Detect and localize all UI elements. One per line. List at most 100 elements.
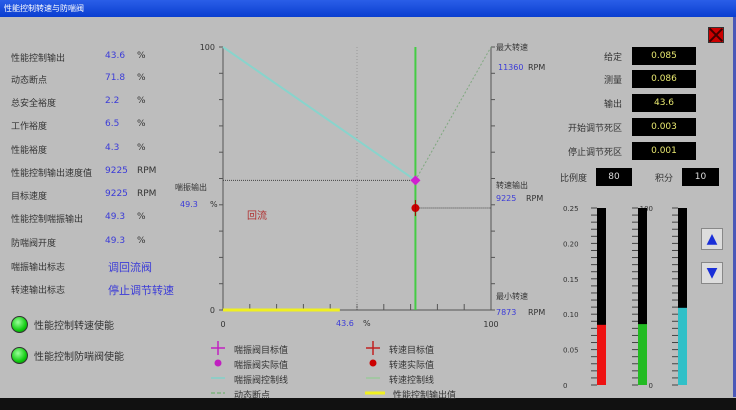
param-unit: % (137, 73, 146, 83)
legend-dot-icon (210, 356, 226, 373)
legend-plus-icon (210, 341, 226, 358)
min-speed-unit: RPM (528, 308, 545, 317)
gauge-scale-label: 0.05 (563, 347, 579, 355)
legend-line-icon (365, 371, 381, 388)
window-title: 性能控制转速与防喘阀 (0, 0, 736, 17)
surge-unit: % (210, 200, 218, 209)
legend-item: 喘振阀控制线 (210, 371, 288, 388)
i-value[interactable]: 10 (682, 168, 719, 186)
param-unit: % (137, 212, 146, 222)
param-value: 4.3 (105, 143, 120, 153)
gauges: 0.250.200.150.100.0501000 (563, 205, 687, 390)
bottom-bar (0, 398, 736, 410)
setting-label: 开始调节死区 (567, 124, 622, 134)
status-led-icon (11, 347, 28, 364)
status-led-icon (11, 316, 28, 333)
legend-label: 转速实际值 (389, 361, 435, 371)
legend-plus-icon (365, 341, 381, 358)
legend-label: 转速控制线 (389, 376, 435, 386)
param-value: 9225 (105, 189, 128, 199)
gauge-background (678, 208, 687, 385)
setting-label: 输出 (603, 100, 622, 110)
legend-item: 转速目标值 (365, 341, 434, 358)
down-arrow-button[interactable]: ▼ (701, 262, 723, 284)
gauge-fill (638, 324, 647, 385)
param-value: 71.8 (105, 73, 126, 83)
gauge-scale-label: 0.25 (563, 205, 579, 213)
legend-dash-icon (210, 386, 226, 403)
param-unit: % (137, 236, 146, 246)
i-label: 积分 (655, 174, 674, 184)
setting-value[interactable]: 0.001 (632, 142, 696, 160)
setting-value[interactable]: 0.086 (632, 70, 696, 88)
legend-label: 喘振阀控制线 (234, 376, 289, 386)
setting-label: 停止调节死区 (567, 148, 622, 158)
param-label: 总安全裕度 (11, 99, 57, 109)
control-chart: 100 00 100 喘振输出 49.3 % 回流 转速输出 9225 RPM 最大转速 11360 R… (175, 42, 545, 329)
legend-item: 喘振阀实际值 (210, 356, 288, 373)
setting-value[interactable]: 43.6 (632, 94, 696, 112)
legend-label: 喘振阀实际值 (234, 361, 289, 371)
gauge-scale-label: 0.15 (563, 276, 579, 284)
param-value: 49.3 (105, 236, 126, 246)
legend-line-icon (210, 371, 226, 388)
setting-value[interactable]: 0.003 (632, 118, 696, 136)
speed-label: 转速输出 (496, 180, 528, 190)
param-label: 动态断点 (11, 76, 48, 86)
param-unit: RPM (137, 166, 157, 176)
param-value: 2.2 (105, 96, 120, 106)
setting-value[interactable]: 0.085 (632, 47, 696, 65)
max-speed-label: 最大转速 (496, 42, 528, 52)
legend-item: 转速控制线 (365, 371, 434, 388)
param-value: 停止调节转速 (108, 284, 174, 297)
param-unit: % (137, 96, 146, 106)
x-right-label: 100 (483, 320, 498, 329)
mode-text: 回流 (247, 209, 267, 222)
gauge-background (597, 208, 606, 385)
legend-label: 喘振阀目标值 (234, 346, 289, 356)
legend-dot-icon (365, 356, 381, 373)
param-value: 调回流阀 (108, 261, 152, 274)
gauge-fill (678, 307, 687, 385)
setting-label: 测量 (603, 76, 622, 86)
legend-item: 动态断点 (210, 386, 270, 403)
gauge-scale-label: 0 (649, 382, 653, 390)
param-label: 性能裕度 (11, 146, 48, 156)
setting-label: 给定 (603, 53, 622, 63)
min-speed-value: 7873 (496, 308, 516, 317)
surge-label: 喘振输出 (175, 182, 207, 192)
gauge-scale-label: 0.20 (563, 240, 579, 248)
legend-label: 转速目标值 (389, 346, 435, 356)
max-speed-value: 11360 (498, 63, 523, 72)
up-arrow-button[interactable]: ▲ (701, 228, 723, 250)
close-button[interactable] (708, 27, 724, 43)
legend-item: 喘振阀目标值 (210, 341, 288, 358)
param-value: 9225 (105, 166, 128, 176)
param-value: 49.3 (105, 212, 126, 222)
param-label: 性能控制输出速度值 (11, 169, 93, 179)
param-unit: % (137, 51, 146, 61)
param-label: 工作裕度 (11, 122, 48, 132)
legend-item: 转速实际值 (365, 356, 434, 373)
gauge-scale-label: 0.10 (563, 311, 579, 319)
gauge-fill (597, 324, 606, 385)
param-label: 性能控制输出 (11, 54, 66, 64)
param-label: 转速输出标志 (11, 286, 66, 296)
y-top-label: 100 (200, 43, 215, 52)
legend-label: 动态断点 (234, 391, 271, 401)
x-left-label: 0 (220, 320, 225, 329)
gauge-background (638, 208, 647, 385)
param-label: 目标速度 (11, 192, 48, 202)
antisurge-control-line (222, 46, 416, 182)
surge-value: 49.3 (180, 200, 198, 209)
legend-item: 性能控制输出值 (365, 386, 456, 403)
window-frame (0, 17, 736, 397)
output-value: 43.6 (336, 319, 354, 328)
speed-control-line (414, 46, 492, 181)
speed-unit: RPM (526, 194, 543, 203)
p-value[interactable]: 80 (596, 168, 632, 186)
min-speed-label: 最小转速 (496, 291, 528, 301)
gauge-scale-label: 0 (563, 382, 567, 390)
param-unit: RPM (137, 189, 157, 199)
param-value: 6.5 (105, 119, 120, 129)
